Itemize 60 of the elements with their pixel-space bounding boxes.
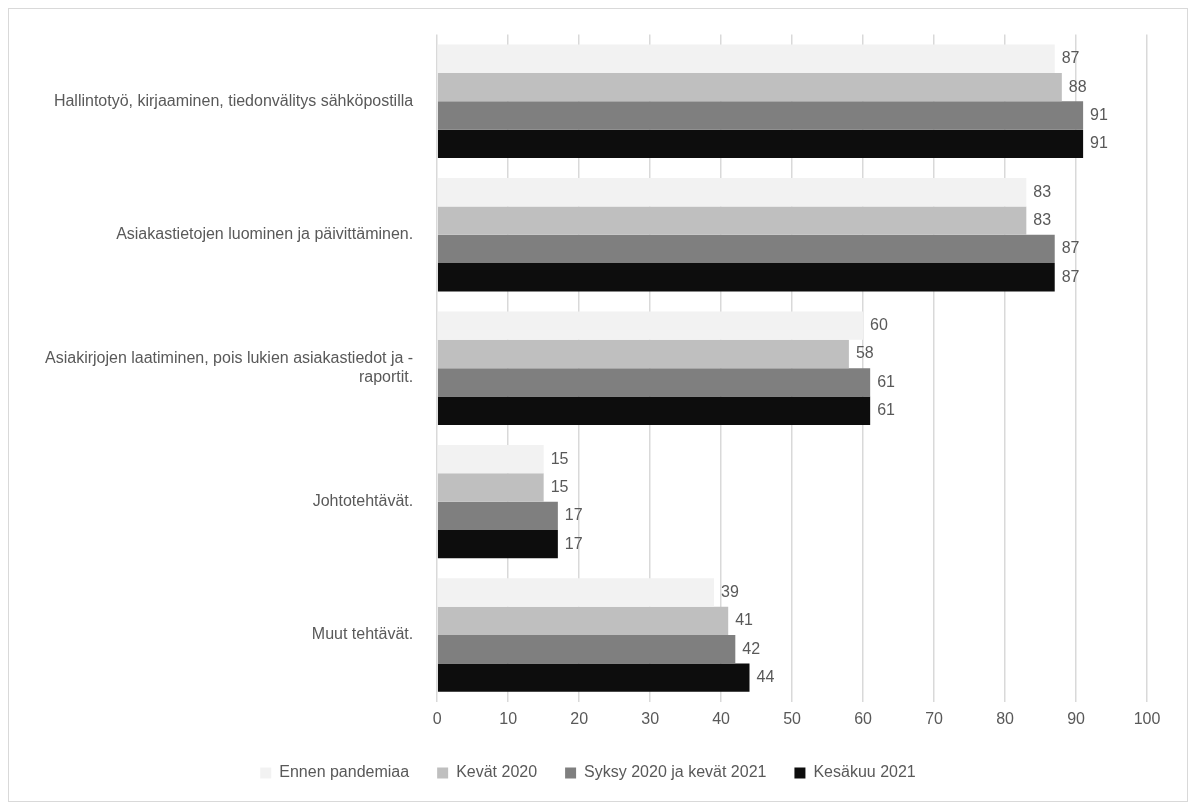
- data-label: 88: [1068, 77, 1087, 95]
- x-tick-label: 50: [783, 709, 802, 727]
- data-label: 17: [564, 506, 583, 524]
- data-label: 87: [1061, 49, 1080, 67]
- bar: [437, 44, 1055, 73]
- bar: [437, 129, 1084, 159]
- legend-label: Kesäkuu 2021: [813, 763, 916, 781]
- legend-label: Syksy 2020 ja kevät 2021: [584, 763, 767, 781]
- bar: [437, 263, 1055, 292]
- bar: [437, 101, 1084, 130]
- data-label: 41: [735, 611, 754, 629]
- data-label: 83: [1033, 210, 1052, 228]
- data-label: 39: [721, 582, 739, 600]
- bar: [437, 72, 1062, 102]
- x-tick-label: 30: [641, 709, 660, 727]
- x-tick-label: 20: [570, 709, 589, 727]
- bar: [437, 234, 1055, 264]
- data-label: 87: [1061, 239, 1080, 257]
- y-tick-label: Asiakirjojen laatiminen, pois lukien asiakastiedot ja - raportit.: [45, 349, 414, 386]
- data-label: 15: [550, 477, 569, 495]
- bar: [437, 663, 750, 692]
- data-label: 61: [877, 401, 896, 419]
- legend-label: Ennen pandemiaa: [279, 763, 410, 781]
- x-tick-label: 90: [1067, 709, 1086, 727]
- data-label: 42: [742, 639, 761, 657]
- y-tick-label: Johtotehtävät.: [312, 492, 414, 510]
- bar: [437, 578, 715, 607]
- y-tick-label: Hallintotyö, kirjaaminen, tiedonvälitys sähköpostilla: [53, 91, 414, 109]
- y-tick-label: Muut tehtävät.: [311, 625, 414, 643]
- bar: [437, 311, 864, 340]
- data-label: 87: [1061, 267, 1080, 285]
- data-label: 15: [550, 449, 569, 467]
- bar: [437, 368, 871, 397]
- bar: [437, 206, 1027, 235]
- bar: [437, 473, 544, 502]
- legend-label: Kevät 2020: [456, 763, 538, 781]
- bar: [437, 635, 736, 664]
- bar: [437, 530, 558, 559]
- data-label: 58: [855, 344, 874, 362]
- data-label: 91: [1090, 105, 1109, 123]
- data-label: 17: [564, 534, 583, 552]
- bar: [437, 178, 1027, 207]
- x-tick-label: 10: [499, 709, 518, 727]
- x-tick-label: 0: [432, 709, 442, 727]
- x-tick-label: 100: [1133, 709, 1161, 727]
- data-label: 83: [1033, 182, 1052, 200]
- data-label: 91: [1090, 134, 1109, 152]
- bar: [437, 501, 558, 530]
- bar: [437, 444, 544, 474]
- bar: [437, 339, 849, 369]
- data-label: 44: [756, 668, 775, 686]
- data-label: 61: [877, 372, 896, 390]
- bar: [437, 396, 871, 425]
- x-tick-label: 60: [854, 709, 873, 727]
- y-tick-label: Asiakastietojen luominen ja päivittäminen.: [116, 225, 414, 243]
- data-label: 60: [870, 316, 888, 334]
- x-tick-label: 70: [925, 709, 944, 727]
- x-tick-label: 40: [712, 709, 731, 727]
- bar: [437, 606, 729, 636]
- x-tick-label: 80: [996, 709, 1015, 727]
